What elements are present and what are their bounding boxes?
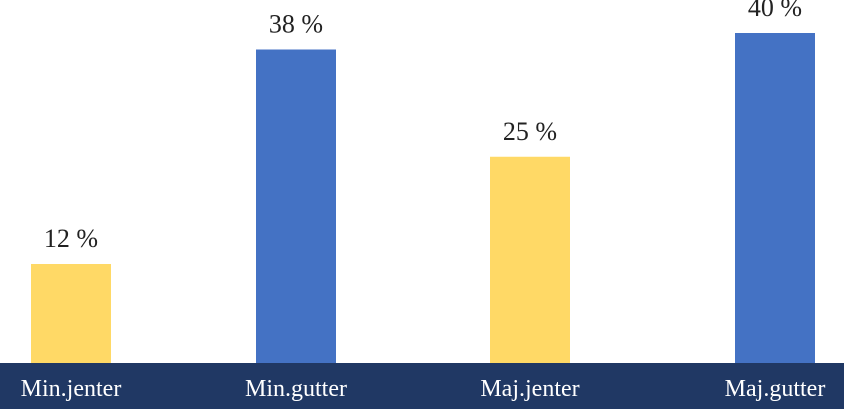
x-tick-maj-jenter: Maj.jenter <box>480 376 579 402</box>
bar-min-jenter <box>31 264 111 363</box>
data-label-maj-gutter: 40 % <box>748 0 802 22</box>
bar-min-gutter <box>256 49 336 363</box>
data-label-maj-jenter: 25 % <box>503 117 557 146</box>
bar-maj-jenter <box>490 156 570 363</box>
x-tick-min-jenter: Min.jenter <box>21 376 122 402</box>
data-label-min-jenter: 12 % <box>44 224 98 253</box>
x-tick-min-gutter: Min.gutter <box>245 376 347 402</box>
bars-layer <box>31 33 815 363</box>
x-tick-maj-gutter: Maj.gutter <box>725 376 826 402</box>
bar-maj-gutter <box>735 33 815 363</box>
x-axis-ticks: Min.jenter Min.gutter Maj.jenter Maj.gutter <box>21 376 826 402</box>
labels-layer: 12 % 38 % 25 % 40 % <box>44 0 802 253</box>
x-axis-band <box>0 363 844 409</box>
data-label-min-gutter: 38 % <box>269 10 323 39</box>
